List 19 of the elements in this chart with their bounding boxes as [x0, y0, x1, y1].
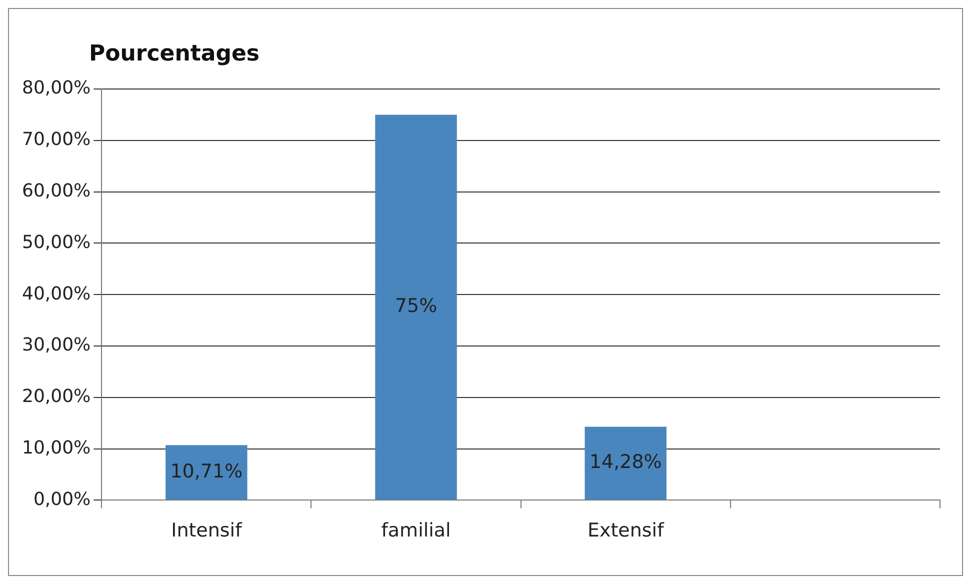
y-tick-label: 60,00% — [22, 180, 91, 202]
data-label: 14,28% — [589, 451, 662, 474]
x-tick-label: familial — [381, 520, 451, 542]
data-label: 10,71% — [170, 460, 243, 482]
y-tick-label: 30,00% — [22, 334, 91, 356]
y-tick-label: 50,00% — [22, 232, 91, 253]
y-tick-label: 40,00% — [22, 283, 91, 304]
chart-title: Pourcentages — [89, 42, 260, 67]
x-tick-label: Extensif — [587, 520, 666, 542]
bar — [166, 445, 248, 500]
y-tick-label: 0,00% — [33, 488, 91, 510]
data-label: 75% — [394, 295, 438, 318]
y-tick-label: 10,00% — [22, 437, 91, 458]
y-tick-label: 80,00% — [22, 78, 91, 99]
bar — [375, 114, 457, 500]
bar — [584, 426, 666, 500]
y-tick-label: 20,00% — [22, 386, 91, 408]
y-tick-label: 70,00% — [22, 129, 91, 150]
x-tick-label: Intensif — [171, 520, 244, 542]
